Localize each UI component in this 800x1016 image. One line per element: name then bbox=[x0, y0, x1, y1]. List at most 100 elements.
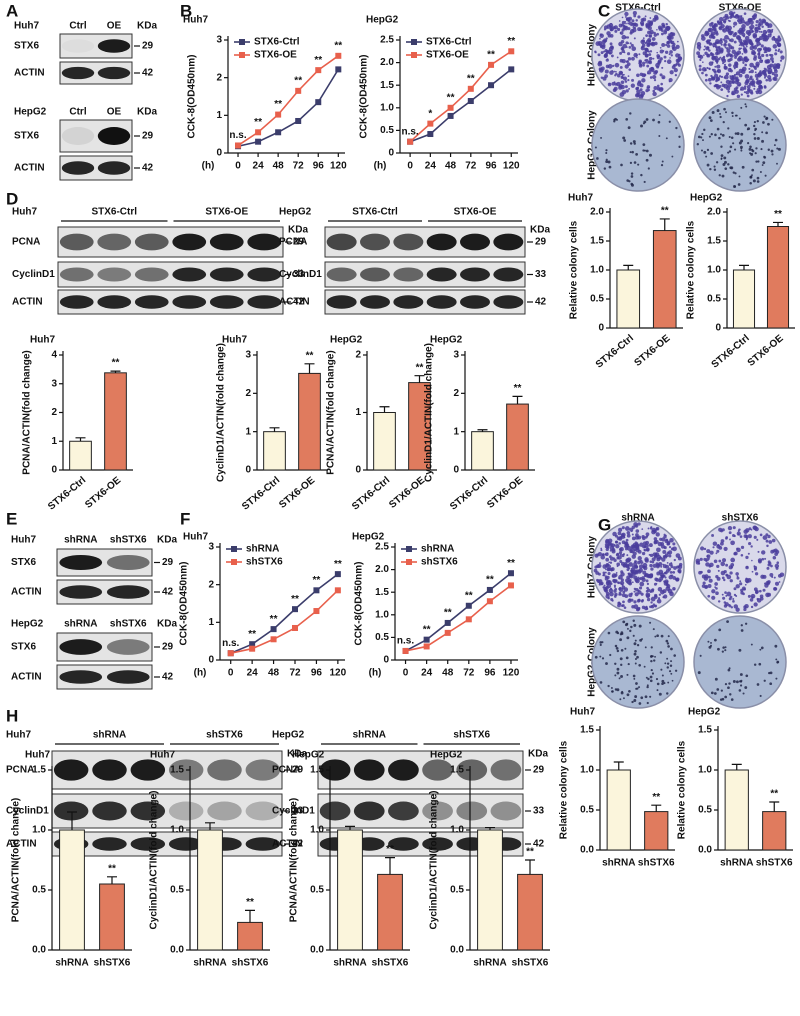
colony bbox=[649, 553, 654, 558]
significance: ** bbox=[423, 624, 431, 635]
colony bbox=[656, 65, 660, 69]
x-tick-label: 24 bbox=[425, 161, 437, 172]
colony bbox=[620, 80, 625, 85]
protein-label: STX6 bbox=[14, 41, 39, 52]
y-tick-label: 0.5 bbox=[580, 805, 594, 816]
colony bbox=[729, 571, 733, 575]
colony bbox=[636, 73, 640, 78]
colony bbox=[725, 536, 729, 539]
colony bbox=[751, 30, 755, 33]
colony bbox=[765, 53, 769, 57]
colony bbox=[717, 647, 720, 651]
colony bbox=[739, 580, 742, 583]
error-bar bbox=[659, 218, 670, 231]
colony bbox=[662, 555, 666, 558]
colony bbox=[706, 148, 710, 151]
colony bbox=[708, 27, 713, 33]
colony bbox=[623, 73, 625, 76]
blot-band bbox=[92, 801, 127, 821]
colony bbox=[754, 152, 757, 155]
kda-label: 42 bbox=[533, 839, 545, 850]
colony bbox=[636, 89, 641, 94]
colony bbox=[703, 45, 706, 48]
colony bbox=[709, 562, 714, 568]
colony bbox=[652, 118, 655, 122]
colony bbox=[765, 31, 768, 34]
colony bbox=[776, 162, 778, 165]
x-tick-label: 72 bbox=[289, 668, 301, 679]
blot-band bbox=[61, 66, 95, 80]
colony bbox=[629, 161, 633, 165]
colony bbox=[653, 79, 657, 82]
colony bbox=[743, 85, 747, 88]
colony bbox=[638, 624, 642, 628]
colony bbox=[762, 574, 767, 579]
colony bbox=[714, 133, 717, 137]
x-tick-label: STX6-Ctrl bbox=[448, 475, 490, 513]
colony bbox=[660, 589, 665, 595]
colony bbox=[614, 540, 619, 544]
colony bbox=[713, 638, 717, 642]
colony bbox=[645, 61, 647, 64]
significance: ** bbox=[108, 863, 116, 874]
colony bbox=[648, 34, 653, 38]
colony bbox=[718, 527, 723, 532]
colony bbox=[725, 25, 730, 29]
colony bbox=[732, 600, 735, 603]
x-tick-label: 0 bbox=[403, 668, 409, 679]
colony bbox=[756, 180, 760, 183]
bar bbox=[337, 829, 363, 951]
colony bbox=[650, 526, 653, 529]
colony bbox=[621, 585, 626, 590]
x-tick-label: 48 bbox=[273, 161, 285, 172]
colony bbox=[742, 45, 745, 48]
colony bbox=[766, 566, 770, 570]
colony bbox=[720, 88, 724, 91]
lane-label: OE bbox=[107, 21, 122, 32]
significance: ** bbox=[313, 575, 321, 586]
colony bbox=[677, 564, 683, 570]
cell-line: Huh7 bbox=[11, 535, 36, 546]
colony bbox=[602, 571, 606, 575]
colony bbox=[725, 111, 727, 114]
blot-band bbox=[490, 759, 522, 781]
x-tick-label: 48 bbox=[268, 668, 280, 679]
colony bbox=[646, 684, 649, 687]
colony bbox=[627, 567, 631, 570]
colony bbox=[740, 545, 745, 550]
point bbox=[508, 48, 515, 55]
colony bbox=[755, 90, 758, 93]
protein-label: STX6 bbox=[11, 557, 36, 568]
blot-band bbox=[207, 759, 242, 781]
colony bbox=[644, 53, 649, 58]
y-tick-label: 0 bbox=[245, 465, 251, 476]
protein-label: ACTIN bbox=[6, 839, 37, 850]
colony bbox=[724, 39, 728, 44]
colony bbox=[662, 549, 667, 554]
colony bbox=[704, 51, 708, 56]
significance: ** bbox=[254, 117, 262, 128]
bar bbox=[644, 811, 669, 851]
colony bbox=[605, 158, 608, 161]
x-tick-label: 120 bbox=[330, 161, 347, 172]
colony bbox=[706, 66, 709, 70]
colony bbox=[728, 604, 732, 608]
colony bbox=[710, 74, 713, 78]
colony bbox=[666, 540, 671, 545]
y-tick-label: 1 bbox=[216, 110, 222, 121]
plate bbox=[591, 615, 685, 709]
chart-title: Huh7 bbox=[150, 750, 175, 761]
x-tick-label: 120 bbox=[503, 668, 520, 679]
colony bbox=[596, 579, 601, 584]
colony bbox=[594, 50, 597, 53]
colony bbox=[720, 561, 726, 567]
colony bbox=[673, 566, 677, 570]
colony bbox=[602, 564, 608, 569]
colony bbox=[616, 632, 620, 635]
colony bbox=[719, 115, 722, 119]
y-tick-label: 2.0 bbox=[375, 564, 389, 575]
colony bbox=[738, 44, 741, 46]
colony bbox=[740, 591, 744, 595]
x-tick-label: STX6-Ctrl bbox=[594, 333, 636, 371]
colony bbox=[714, 41, 718, 45]
